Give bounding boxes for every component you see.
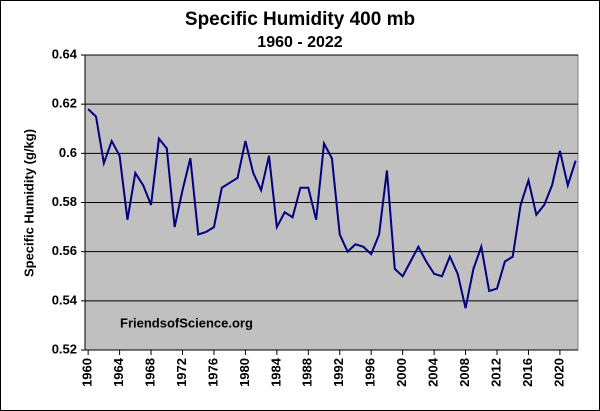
x-tick-label: 1964 bbox=[111, 357, 126, 387]
x-tick-label: 2020 bbox=[551, 358, 566, 387]
y-tick-label: 0.56 bbox=[52, 243, 77, 258]
x-tick-label: 1992 bbox=[331, 358, 346, 387]
y-tick-label: 0.62 bbox=[52, 96, 77, 111]
x-tick-label: 1968 bbox=[142, 358, 157, 387]
y-axis-label: Specific Humidity (g/kg) bbox=[21, 129, 36, 277]
x-tick-label: 1988 bbox=[300, 358, 315, 387]
x-tick-label: 1976 bbox=[205, 358, 220, 387]
chart-subtitle: 1960 - 2022 bbox=[257, 34, 343, 51]
y-tick-label: 0.52 bbox=[52, 341, 77, 356]
x-tick-label: 2000 bbox=[394, 358, 409, 387]
x-tick-label: 2004 bbox=[426, 357, 441, 387]
y-tick-label: 0.6 bbox=[59, 145, 77, 160]
chart-title: Specific Humidity 400 mb bbox=[185, 9, 415, 30]
x-tick-label: 2008 bbox=[457, 358, 472, 387]
annotation: FriendsofScience.org bbox=[120, 315, 253, 330]
y-tick-label: 0.58 bbox=[52, 194, 77, 209]
x-tick-label: 1960 bbox=[80, 358, 95, 387]
x-tick-label: 2016 bbox=[520, 358, 535, 387]
x-tick-label: 1980 bbox=[237, 358, 252, 387]
y-tick-label: 0.54 bbox=[52, 292, 78, 307]
y-tick-label: 0.64 bbox=[52, 46, 78, 61]
x-tick-label: 1996 bbox=[363, 358, 378, 387]
x-tick-label: 2012 bbox=[488, 358, 503, 387]
x-tick-label: 1984 bbox=[268, 357, 283, 387]
data-line bbox=[87, 108, 577, 309]
x-tick-label: 1972 bbox=[174, 358, 189, 387]
